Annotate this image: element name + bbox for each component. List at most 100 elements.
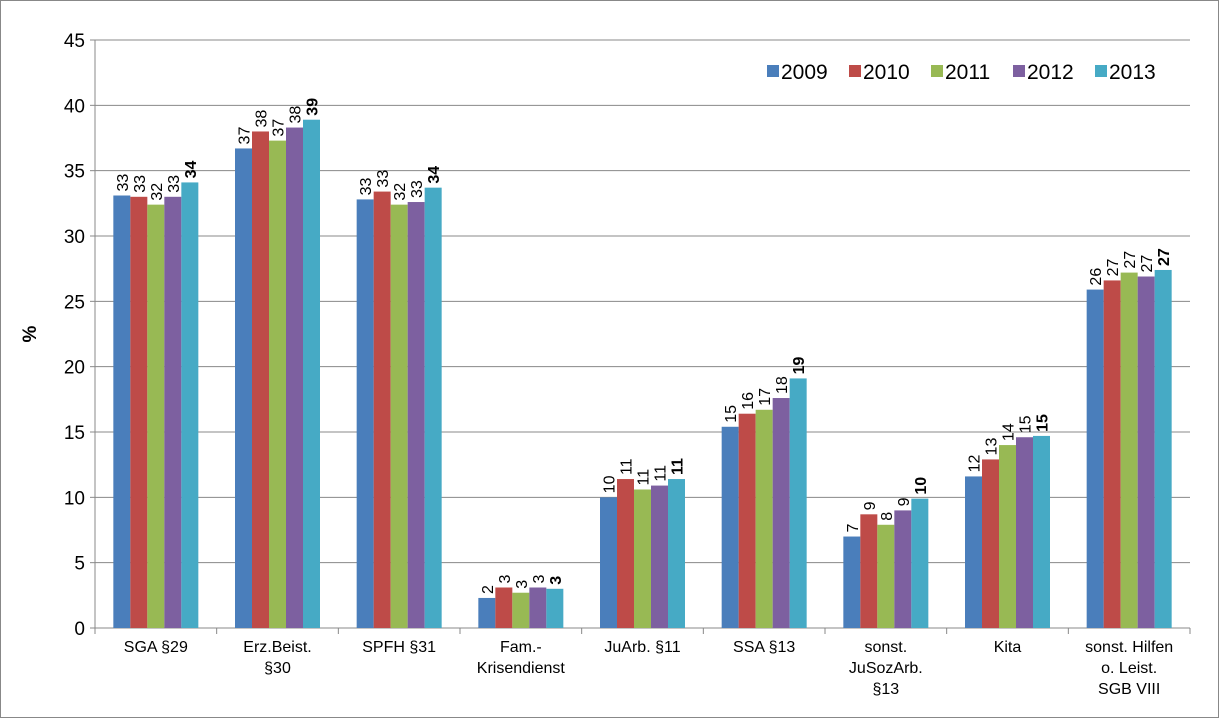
data-label: 37: [271, 119, 288, 137]
data-label: 13: [984, 438, 1001, 456]
data-label: 33: [166, 175, 183, 193]
data-label: 19: [791, 357, 808, 375]
data-label: 18: [774, 376, 791, 394]
data-label: 10: [913, 477, 930, 495]
data-label: 11: [670, 458, 687, 475]
data-label: 34: [183, 161, 200, 179]
bar: [269, 140, 286, 628]
data-label: 2: [480, 585, 497, 594]
bar: [252, 131, 269, 628]
bar: [424, 187, 442, 629]
y-tick-label: 5: [74, 554, 85, 575]
bar: [755, 409, 773, 628]
bar: [390, 204, 408, 628]
x-tick-label: SGA §29: [124, 639, 188, 656]
bar: [894, 510, 912, 628]
bar: [965, 476, 982, 628]
data-label: 15: [1035, 414, 1052, 432]
bar: [911, 498, 929, 628]
data-label: 11: [636, 469, 653, 486]
bar: [130, 196, 148, 629]
bar: [651, 485, 668, 628]
y-tick-label: 30: [64, 227, 85, 248]
legend-swatch: [931, 65, 943, 77]
bar: [407, 202, 425, 628]
data-label: 27: [1105, 259, 1122, 277]
bar: [843, 536, 861, 628]
data-label: 12: [967, 455, 984, 473]
bar: [617, 479, 634, 628]
x-tick-label: sonst. JuSozArb. §13: [849, 639, 923, 698]
data-label: 14: [1001, 423, 1018, 441]
bar: [235, 148, 252, 628]
data-label: 32: [149, 183, 166, 201]
bar: [982, 459, 999, 628]
bar: [373, 191, 391, 628]
data-label: 9: [896, 497, 913, 506]
bar: [772, 398, 790, 628]
y-tick-label: 35: [64, 162, 85, 183]
bar: [999, 445, 1016, 628]
bar: [877, 524, 895, 628]
y-tick-label: 10: [64, 488, 85, 509]
data-label: 15: [1018, 415, 1035, 433]
legend-swatch: [1095, 65, 1107, 77]
bar: [546, 588, 564, 628]
x-tick-label: JuArb. §11: [604, 639, 680, 656]
y-tick-label: 25: [64, 292, 85, 313]
bar: [147, 204, 165, 628]
data-label: 11: [653, 465, 670, 482]
bar: [668, 479, 685, 628]
legend-label: 2012: [1027, 61, 1074, 84]
x-tick-label: SPFH §31: [362, 639, 436, 656]
data-label: 33: [375, 170, 392, 188]
data-label: 33: [132, 175, 149, 193]
bar: [789, 378, 807, 628]
bar: [286, 127, 303, 629]
data-label: 39: [305, 98, 322, 116]
legend-swatch: [1013, 65, 1025, 77]
data-label: 27: [1139, 255, 1156, 273]
data-label: 9: [862, 501, 879, 510]
data-label: 37: [237, 127, 254, 145]
legend-swatch: [767, 65, 779, 77]
data-label: 32: [392, 183, 409, 201]
legend-swatch: [849, 65, 861, 77]
bar: [181, 182, 199, 628]
data-label: 11: [619, 458, 636, 475]
bar: [1033, 435, 1050, 628]
data-label: 33: [115, 174, 132, 192]
bar: [113, 195, 131, 628]
bar: [634, 489, 651, 628]
bar: [1016, 437, 1033, 628]
data-label: 7: [845, 524, 862, 533]
x-tick-label: Fam.-Krisendienst: [477, 639, 566, 677]
bar: [600, 497, 617, 628]
legend-label: 2013: [1109, 61, 1156, 84]
bar: [164, 196, 182, 629]
data-label: 3: [514, 580, 531, 589]
bar: [1154, 269, 1172, 628]
data-label: 15: [723, 405, 740, 423]
bar: [303, 119, 320, 628]
bar: [1086, 289, 1104, 628]
bar: [738, 413, 756, 628]
bar: [1120, 272, 1138, 628]
bar: [495, 587, 513, 628]
y-tick-label: 15: [64, 423, 85, 444]
data-label: 3: [497, 574, 514, 583]
bar: [1103, 280, 1121, 628]
x-tick-label: Kita: [994, 639, 1022, 656]
x-tick-label: SSA §13: [733, 639, 795, 656]
data-label: 26: [1088, 268, 1105, 286]
data-label: 27: [1122, 251, 1139, 269]
data-label: 3: [531, 574, 548, 583]
data-label: 16: [740, 392, 757, 410]
y-axis-label: %: [20, 325, 41, 342]
data-label: 33: [409, 180, 426, 198]
y-tick-label: 40: [64, 96, 85, 117]
x-tick-label: sonst. Hilfen o. Leist. SGB VIII: [1085, 639, 1173, 698]
y-tick-label: 20: [64, 358, 85, 379]
bar: [529, 587, 547, 628]
